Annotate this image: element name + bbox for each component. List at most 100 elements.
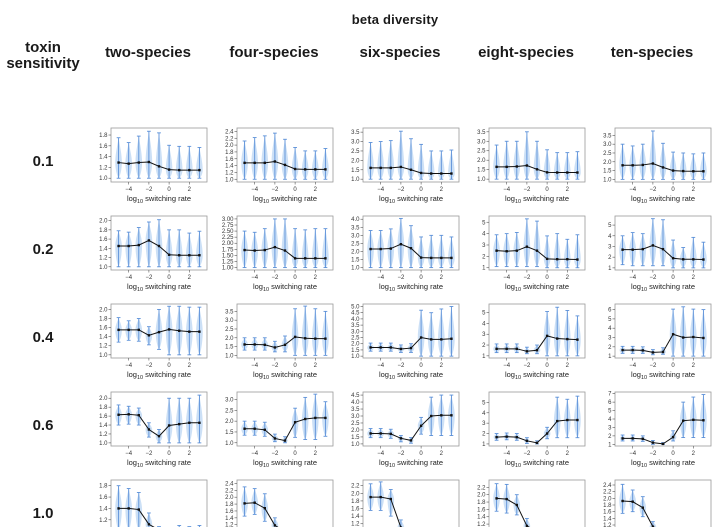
svg-text:0: 0 (167, 275, 171, 281)
svg-text:5: 5 (482, 400, 486, 406)
svg-text:−4: −4 (377, 187, 385, 193)
svg-text:2.4: 2.4 (225, 481, 234, 487)
svg-text:2.5: 2.5 (351, 149, 360, 155)
svg-text:−4: −4 (503, 451, 511, 457)
svg-text:2: 2 (482, 343, 486, 349)
svg-text:1.6: 1.6 (603, 510, 612, 516)
subplot-four-species-sens-0.4: 1.0 1.5 2.0 2.5 3.0 3.5 −4 −2 0 2 log10 switching … (211, 300, 337, 388)
svg-text:3.5: 3.5 (351, 225, 360, 231)
svg-text:1.8: 1.8 (225, 502, 234, 508)
svg-text:5: 5 (482, 220, 486, 226)
svg-text:2.0: 2.0 (225, 419, 234, 425)
column-header-six-species: six-species (359, 44, 441, 61)
svg-text:3.00: 3.00 (222, 217, 234, 223)
svg-text:2: 2 (692, 451, 696, 457)
svg-text:−2: −2 (145, 451, 153, 457)
svg-text:log10 switching rate: log10 switching rate (631, 194, 695, 205)
svg-text:−4: −4 (377, 451, 385, 457)
svg-text:2.2: 2.2 (477, 485, 486, 491)
svg-text:2: 2 (482, 432, 486, 438)
svg-text:1: 1 (482, 354, 486, 360)
svg-text:3: 3 (482, 332, 486, 338)
svg-text:2.0: 2.0 (225, 336, 234, 342)
svg-text:1: 1 (608, 354, 612, 360)
svg-text:3.0: 3.0 (351, 414, 360, 420)
svg-text:2: 2 (566, 187, 570, 193)
svg-text:0: 0 (419, 451, 423, 457)
svg-text:log10 switching rate: log10 switching rate (631, 282, 695, 293)
svg-text:1.0: 1.0 (225, 353, 234, 359)
svg-text:1.8: 1.8 (99, 484, 108, 490)
subplot-four-species-sens-0.6: 1.0 1.5 2.0 2.5 3.0 −4 −2 0 2 log10 switching rat… (211, 388, 337, 476)
subplot-ten-species-sens-0.2: 1 2 3 4 5 −4 −2 0 2 log10 switching rate (589, 212, 715, 300)
subplot-ten-species-sens-0.1: 1.0 1.5 2.0 2.5 3.0 3.5 −4 −2 0 2 log10 switching … (589, 124, 715, 212)
svg-text:log10 switching rate: log10 switching rate (505, 370, 569, 381)
svg-text:3.0: 3.0 (351, 329, 360, 335)
svg-text:−2: −2 (145, 363, 153, 369)
svg-text:−4: −4 (629, 187, 637, 193)
svg-text:0: 0 (167, 363, 171, 369)
svg-text:1.6: 1.6 (351, 507, 360, 513)
svg-text:2.5: 2.5 (351, 421, 360, 427)
svg-text:1.5: 1.5 (477, 168, 486, 174)
svg-text:2: 2 (188, 187, 192, 193)
svg-text:2.5: 2.5 (225, 327, 234, 333)
svg-text:0: 0 (545, 363, 549, 369)
svg-text:0: 0 (419, 275, 423, 281)
subplot-two-species-sens-0.4: 1.0 1.2 1.4 1.6 1.8 2.0 −4 −2 0 2 log10 switching … (85, 300, 211, 388)
svg-text:1.8: 1.8 (99, 228, 108, 234)
svg-text:3: 3 (608, 244, 612, 250)
svg-text:1: 1 (482, 442, 486, 448)
svg-text:1.2: 1.2 (351, 522, 360, 527)
svg-text:0: 0 (545, 275, 549, 281)
svg-text:1.4: 1.4 (99, 506, 108, 512)
svg-text:−4: −4 (251, 451, 259, 457)
svg-text:2: 2 (692, 363, 696, 369)
svg-text:5: 5 (608, 223, 612, 229)
svg-text:5: 5 (482, 311, 486, 317)
svg-text:2.0: 2.0 (99, 219, 108, 225)
svg-text:1.6: 1.6 (99, 414, 108, 420)
subplot-two-species-sens-0.1: 1.0 1.2 1.4 1.6 1.8 −4 −2 0 2 log10 switching rat… (85, 124, 211, 212)
svg-text:1.6: 1.6 (99, 144, 108, 150)
svg-text:2.0: 2.0 (351, 249, 360, 255)
svg-text:−2: −2 (649, 187, 657, 193)
column-header-two-species: two-species (105, 44, 191, 61)
svg-text:−2: −2 (271, 363, 279, 369)
svg-text:4: 4 (608, 234, 612, 240)
svg-text:2.50: 2.50 (222, 229, 234, 235)
svg-text:1.0: 1.0 (477, 177, 486, 183)
column-header-four-species: four-species (229, 44, 319, 61)
svg-text:1.2: 1.2 (225, 523, 234, 527)
svg-text:3.5: 3.5 (351, 407, 360, 413)
subplot-ten-species-sens-0.6: 1 2 3 4 5 6 7 −4 −2 0 2 log10 switching rate (589, 388, 715, 476)
svg-text:−4: −4 (125, 187, 133, 193)
svg-text:1.0: 1.0 (351, 177, 360, 183)
svg-text:3: 3 (482, 243, 486, 249)
svg-text:1.2: 1.2 (99, 256, 108, 262)
svg-text:4.5: 4.5 (351, 393, 360, 399)
svg-text:2.5: 2.5 (477, 149, 486, 155)
svg-text:2: 2 (692, 187, 696, 193)
svg-text:2.5: 2.5 (351, 241, 360, 247)
svg-text:0: 0 (419, 363, 423, 369)
svg-text:2.75: 2.75 (222, 223, 234, 229)
svg-text:3.5: 3.5 (351, 130, 360, 136)
row-label-toxin-0.2: 0.2 (32, 240, 54, 258)
svg-text:2.0: 2.0 (603, 496, 612, 502)
row-label-toxin-0.1: 0.1 (32, 152, 54, 170)
svg-text:−2: −2 (649, 451, 657, 457)
svg-text:log10 switching rate: log10 switching rate (505, 458, 569, 469)
svg-text:2.0: 2.0 (351, 342, 360, 348)
svg-text:−2: −2 (397, 363, 405, 369)
svg-text:1: 1 (608, 442, 612, 448)
svg-text:2.0: 2.0 (477, 493, 486, 499)
svg-text:1.4: 1.4 (603, 516, 612, 522)
svg-text:2: 2 (566, 451, 570, 457)
svg-text:−2: −2 (523, 187, 531, 193)
svg-text:1.6: 1.6 (225, 157, 234, 163)
